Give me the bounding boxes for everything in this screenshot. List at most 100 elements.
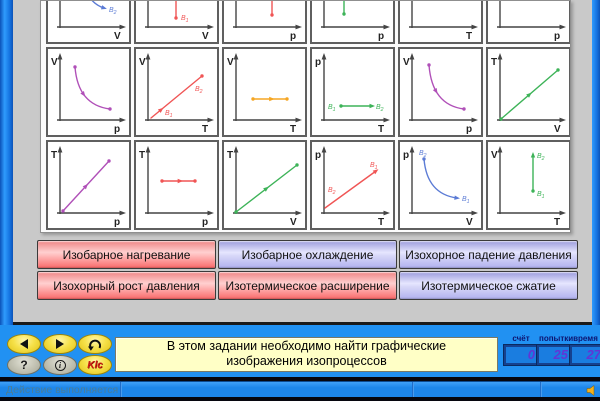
- help-button[interactable]: ?: [7, 355, 41, 375]
- process-buttons: Изобарное нагревание Изобарное охлаждени…: [37, 240, 578, 300]
- window-left-frame: [0, 0, 13, 325]
- score-value: 0: [504, 345, 540, 365]
- svg-text:V: V: [466, 217, 473, 228]
- time-label: время: [573, 334, 598, 343]
- svg-text:B2: B2: [537, 153, 545, 162]
- svg-text:p: p: [315, 150, 321, 161]
- svg-text:B1: B1: [537, 191, 545, 200]
- svg-text:T: T: [491, 57, 497, 68]
- svg-text:B2: B2: [419, 150, 427, 159]
- repeat-sound-icon: [88, 339, 102, 351]
- svg-text:T: T: [378, 124, 384, 135]
- graph-cell-4[interactable]: p: [310, 1, 395, 44]
- svg-text:B1: B1: [165, 110, 173, 119]
- graph-cell-18[interactable]: V T B2 B1: [486, 140, 570, 230]
- graph-cell-16[interactable]: p T B2 B1: [310, 140, 395, 230]
- graph-cell-8[interactable]: V T B1 B2: [134, 47, 219, 137]
- graph-cell-17[interactable]: p V B2 B1: [398, 140, 483, 230]
- graph-cell-6[interactable]: p: [486, 1, 570, 44]
- svg-text:T: T: [202, 124, 208, 135]
- time-value: 27: [570, 345, 600, 365]
- graph-cell-2[interactable]: V B1: [134, 1, 219, 44]
- svg-text:T: T: [227, 150, 233, 161]
- attempts-value: 25: [537, 345, 573, 365]
- svg-text:p: p: [378, 31, 384, 42]
- svg-text:B2: B2: [328, 187, 336, 196]
- svg-text:B1: B1: [462, 196, 470, 205]
- svg-text:T: T: [290, 124, 296, 135]
- klc-logo: Klc: [87, 359, 103, 371]
- svg-text:p: p: [202, 217, 208, 228]
- attempts-label: попытки: [539, 334, 574, 343]
- instruction-line-2: изображения изопроцессов: [226, 354, 387, 368]
- info-button[interactable]: i: [43, 355, 77, 375]
- process-button-isochoric-pressure-rise[interactable]: Изохорный рост давления: [37, 271, 216, 300]
- info-icon: i: [54, 359, 66, 371]
- forward-icon: [56, 339, 64, 349]
- back-button[interactable]: [7, 334, 41, 354]
- svg-text:T: T: [51, 150, 57, 161]
- svg-text:p: p: [290, 31, 296, 42]
- svg-text:p: p: [554, 31, 560, 42]
- svg-text:B1: B1: [181, 15, 189, 24]
- svg-text:p: p: [114, 217, 120, 228]
- svg-text:B1: B1: [328, 104, 336, 113]
- svg-text:V: V: [51, 57, 58, 68]
- process-button-isobaric-cooling[interactable]: Изобарное охлаждение: [218, 240, 397, 269]
- window-right-frame: [592, 0, 600, 325]
- process-button-isothermal-compression[interactable]: Изотермическое сжатие: [399, 271, 578, 300]
- svg-text:T: T: [378, 217, 384, 228]
- klc-logo-button[interactable]: Klc: [78, 355, 112, 375]
- sound-icon: [586, 385, 595, 396]
- divider-line-bottom: [0, 397, 600, 401]
- svg-text:B2: B2: [195, 86, 203, 95]
- status-divider: [412, 382, 414, 398]
- svg-text:V: V: [227, 57, 234, 68]
- svg-text:V: V: [139, 57, 146, 68]
- status-divider: [120, 382, 122, 398]
- process-button-isothermal-expansion[interactable]: Изотермическое расширение: [218, 271, 397, 300]
- svg-text:B2: B2: [109, 7, 117, 16]
- back-icon: [20, 339, 28, 349]
- svg-text:V: V: [554, 124, 561, 135]
- instruction-box: В этом задании необходимо найти графичес…: [115, 337, 498, 372]
- score-label: счёт: [512, 334, 530, 343]
- svg-text:p: p: [403, 150, 409, 161]
- svg-text:B2: B2: [376, 104, 384, 113]
- svg-text:p: p: [466, 124, 472, 135]
- svg-text:p: p: [315, 57, 321, 68]
- graph-cell-3[interactable]: p: [222, 1, 307, 44]
- status-bar: Действие выполняется: [0, 381, 600, 398]
- svg-text:T: T: [554, 217, 560, 228]
- svg-text:B1: B1: [370, 162, 378, 171]
- graph-cell-1[interactable]: V B2: [46, 1, 131, 44]
- svg-text:V: V: [114, 31, 121, 42]
- status-text: Действие выполняется: [6, 384, 119, 396]
- help-icon: ?: [20, 358, 28, 372]
- svg-text:V: V: [290, 217, 297, 228]
- svg-text:V: V: [202, 31, 209, 42]
- instruction-line-1: В этом задании необходимо найти графичес…: [166, 339, 447, 353]
- svg-text:p: p: [114, 124, 120, 135]
- svg-text:V: V: [491, 150, 498, 161]
- forward-button[interactable]: [43, 334, 77, 354]
- svg-text:V: V: [403, 57, 410, 68]
- repeat-sound-button[interactable]: [78, 334, 112, 354]
- divider-line-top: [0, 377, 600, 381]
- process-button-isobaric-heating[interactable]: Изобарное нагревание: [37, 240, 216, 269]
- process-button-isochoric-pressure-drop[interactable]: Изохорное падение давления: [399, 240, 578, 269]
- svg-text:T: T: [466, 31, 472, 42]
- graph-cell-10[interactable]: p T B1 B2: [310, 47, 395, 137]
- status-divider: [540, 382, 542, 398]
- graph-cell-5[interactable]: T: [398, 1, 483, 44]
